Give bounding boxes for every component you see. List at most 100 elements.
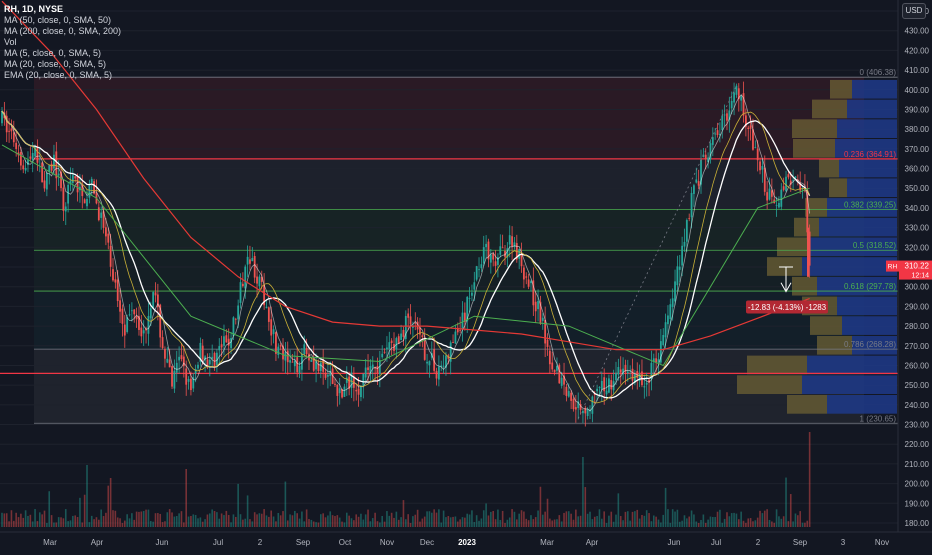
candle-body — [152, 292, 155, 309]
candle-body — [303, 344, 306, 355]
volume-bar — [303, 521, 306, 527]
volume-bar — [532, 519, 535, 527]
candle-body — [45, 173, 48, 190]
vp-bar-up — [817, 335, 852, 355]
volume-bar — [478, 520, 480, 527]
candle-body — [71, 175, 74, 184]
volume-bar — [730, 513, 733, 527]
volume-bar — [298, 518, 301, 527]
volume-bar — [539, 486, 542, 527]
candle-body — [194, 369, 197, 374]
volume-bar — [296, 513, 298, 527]
legend-vol[interactable]: Vol — [4, 37, 17, 47]
vp-bar-up — [819, 158, 839, 178]
volume-bar — [336, 515, 339, 527]
candle-body — [442, 365, 445, 367]
volume-bar — [211, 509, 213, 527]
volume-bar — [652, 515, 655, 527]
volume-bar — [253, 512, 256, 527]
candle-body — [475, 266, 478, 280]
volume-bar — [480, 518, 483, 527]
candle-body — [593, 394, 596, 395]
time-tick: Sep — [793, 538, 808, 547]
candle-body — [225, 335, 228, 343]
volume-bar — [98, 519, 100, 527]
currency-button[interactable]: USD — [902, 3, 926, 19]
volume-bar — [48, 491, 51, 527]
vp-bar-up — [812, 99, 847, 119]
vp-bar-up — [805, 198, 827, 217]
vp-bar-up — [793, 139, 835, 158]
volume-bar — [249, 519, 251, 527]
candle-body — [383, 351, 386, 353]
volume-bar — [456, 521, 459, 527]
candle-body — [752, 129, 754, 150]
volume-bar — [41, 514, 43, 527]
legend-ma5[interactable]: MA (5, close, 0, SMA, 5) — [4, 48, 102, 58]
legend-ma20[interactable]: MA (20, close, 0, SMA, 5) — [4, 59, 107, 69]
candle-body — [390, 340, 393, 344]
candle-body — [253, 256, 256, 278]
vp-bar-down — [802, 257, 897, 276]
vp-bar-down — [802, 375, 897, 394]
volume-bar — [227, 515, 230, 527]
vp-bar-down — [819, 217, 897, 237]
candle-body — [723, 114, 726, 116]
candle-body — [218, 346, 221, 351]
volume-bar — [154, 513, 157, 527]
ma50-line — [1, 144, 810, 367]
volume-bar — [175, 516, 178, 527]
volume-bar — [475, 515, 478, 527]
volume-bar — [232, 514, 235, 527]
candle-body — [67, 184, 70, 204]
volume-bar — [492, 510, 494, 527]
volume-bar — [421, 518, 424, 527]
candle-body — [197, 364, 199, 369]
volume-bar — [445, 517, 447, 527]
fib-label: 0.382 (339.25) — [844, 200, 896, 209]
volume-bar — [442, 510, 445, 527]
volume-bar — [775, 509, 778, 527]
volume-bar — [138, 511, 140, 527]
candle-body — [310, 359, 313, 362]
legend-symbol: RH, 1D, NYSE — [4, 4, 64, 14]
candle-body — [27, 159, 29, 166]
volume-bar — [459, 519, 461, 527]
candle-body — [86, 199, 88, 207]
legend-ema20[interactable]: EMA (20, close, 0, SMA, 5) — [4, 70, 113, 80]
volume-bar — [485, 503, 487, 527]
vp-bar-down — [852, 79, 897, 99]
candle-body — [667, 315, 669, 325]
volume-bar — [142, 510, 145, 527]
time-tick: Jun — [156, 538, 169, 547]
volume-bar — [617, 493, 620, 527]
candle-body — [301, 353, 303, 370]
vp-bar-up — [792, 276, 817, 296]
volume-bar — [400, 517, 402, 527]
candle-body — [409, 316, 412, 325]
candle-body — [423, 337, 426, 360]
volume-bar — [650, 521, 653, 527]
candle-body — [645, 382, 648, 385]
volume-bar — [331, 515, 334, 527]
measure-label: -12.83 (-4.13%) -1283 — [748, 303, 827, 312]
candle-body — [272, 329, 275, 335]
volume-bar — [714, 516, 716, 527]
legend-ma50[interactable]: MA (50, close, 0, SMA, 50) — [4, 15, 112, 25]
candle-body — [659, 341, 662, 363]
candle-body — [142, 330, 145, 334]
volume-bar — [381, 515, 384, 527]
time-tick: Jun — [668, 538, 681, 547]
volume-bar — [674, 511, 676, 527]
volume-bar — [615, 514, 617, 527]
candle-body — [572, 398, 575, 410]
vp-bar-down — [807, 355, 897, 375]
candle-body — [459, 330, 462, 332]
legend-ma200[interactable]: MA (200, close, 0, SMA, 200) — [4, 26, 122, 36]
candle-body — [657, 359, 660, 363]
volume-bar — [277, 512, 280, 527]
time-tick: 2 — [756, 538, 761, 547]
candle-body — [208, 359, 211, 365]
